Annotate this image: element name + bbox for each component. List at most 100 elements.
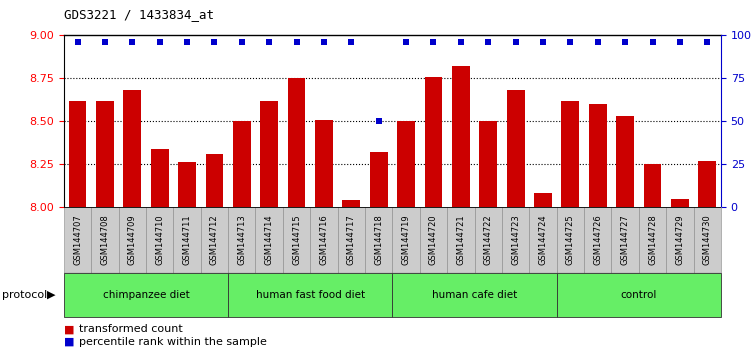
Bar [392, 207, 420, 273]
Bar [698, 161, 716, 207]
Point [291, 39, 303, 45]
Bar [283, 207, 310, 273]
Text: GSM144730: GSM144730 [703, 215, 712, 265]
Text: GSM144710: GSM144710 [155, 215, 164, 265]
Bar [424, 76, 442, 207]
Point [674, 39, 686, 45]
Text: GSM144722: GSM144722 [484, 215, 493, 265]
Bar [397, 121, 415, 207]
Bar [96, 101, 114, 207]
Bar [452, 66, 469, 207]
Bar [91, 207, 119, 273]
Point [647, 39, 659, 45]
Bar [342, 200, 360, 207]
Point [263, 39, 275, 45]
Bar [288, 78, 306, 207]
Point [99, 39, 111, 45]
Bar [589, 104, 607, 207]
Bar [534, 193, 552, 207]
Text: protocol: protocol [2, 290, 47, 300]
Bar [255, 207, 283, 273]
Bar [479, 121, 497, 207]
Point [372, 118, 385, 124]
Text: GSM144729: GSM144729 [675, 215, 684, 265]
Point [427, 39, 439, 45]
Point [701, 39, 713, 45]
Bar [119, 207, 146, 273]
Point [126, 39, 138, 45]
Bar [233, 121, 251, 207]
Point [455, 39, 467, 45]
Bar [201, 207, 228, 273]
Text: ■: ■ [64, 337, 74, 347]
Bar [369, 152, 388, 207]
Bar [556, 207, 584, 273]
Bar [584, 207, 611, 273]
Bar [261, 101, 278, 207]
Text: percentile rank within the sample: percentile rank within the sample [79, 337, 267, 347]
Bar [178, 162, 196, 207]
Point [592, 39, 604, 45]
Bar [447, 207, 475, 273]
Bar [123, 90, 141, 207]
Text: GSM144727: GSM144727 [620, 215, 629, 265]
Text: GSM144711: GSM144711 [182, 215, 192, 265]
Text: GSM144712: GSM144712 [210, 215, 219, 265]
Text: human fast food diet: human fast food diet [255, 290, 365, 300]
Point [510, 39, 522, 45]
Text: GSM144720: GSM144720 [429, 215, 438, 265]
Text: GSM144709: GSM144709 [128, 215, 137, 265]
Point [619, 39, 631, 45]
Bar [365, 207, 392, 273]
Point [181, 39, 193, 45]
Bar [639, 207, 666, 273]
Bar [228, 207, 255, 273]
Text: GSM144721: GSM144721 [457, 215, 466, 265]
Bar [392, 273, 556, 317]
Text: ■: ■ [64, 324, 74, 334]
Text: GSM144708: GSM144708 [101, 215, 110, 265]
Text: human cafe diet: human cafe diet [432, 290, 517, 300]
Point [154, 39, 166, 45]
Bar [475, 207, 502, 273]
Point [71, 39, 83, 45]
Bar [68, 101, 86, 207]
Text: chimpanzee diet: chimpanzee diet [103, 290, 189, 300]
Text: ▶: ▶ [47, 290, 56, 300]
Point [564, 39, 576, 45]
Text: GSM144713: GSM144713 [237, 215, 246, 265]
Bar [666, 207, 694, 273]
Text: GDS3221 / 1433834_at: GDS3221 / 1433834_at [64, 8, 214, 21]
Bar [562, 101, 579, 207]
Text: GSM144726: GSM144726 [593, 215, 602, 265]
Bar [146, 207, 173, 273]
Bar [420, 207, 447, 273]
Bar [507, 90, 524, 207]
Text: GSM144714: GSM144714 [264, 215, 273, 265]
Bar [228, 273, 392, 317]
Point [318, 39, 330, 45]
Text: GSM144725: GSM144725 [566, 215, 575, 265]
Point [209, 39, 221, 45]
Point [482, 39, 494, 45]
Bar [556, 273, 721, 317]
Bar [151, 149, 168, 207]
Bar [529, 207, 556, 273]
Point [236, 39, 248, 45]
Bar [64, 207, 91, 273]
Text: GSM144718: GSM144718 [374, 215, 383, 265]
Bar [206, 154, 223, 207]
Bar [502, 207, 529, 273]
Text: GSM144728: GSM144728 [648, 215, 657, 265]
Bar [338, 207, 365, 273]
Point [345, 39, 357, 45]
Bar [617, 116, 634, 207]
Text: GSM144715: GSM144715 [292, 215, 301, 265]
Point [400, 39, 412, 45]
Bar [310, 207, 338, 273]
Point [537, 39, 549, 45]
Text: control: control [620, 290, 657, 300]
Text: GSM144707: GSM144707 [73, 215, 82, 265]
Bar [671, 199, 689, 207]
Bar [315, 120, 333, 207]
